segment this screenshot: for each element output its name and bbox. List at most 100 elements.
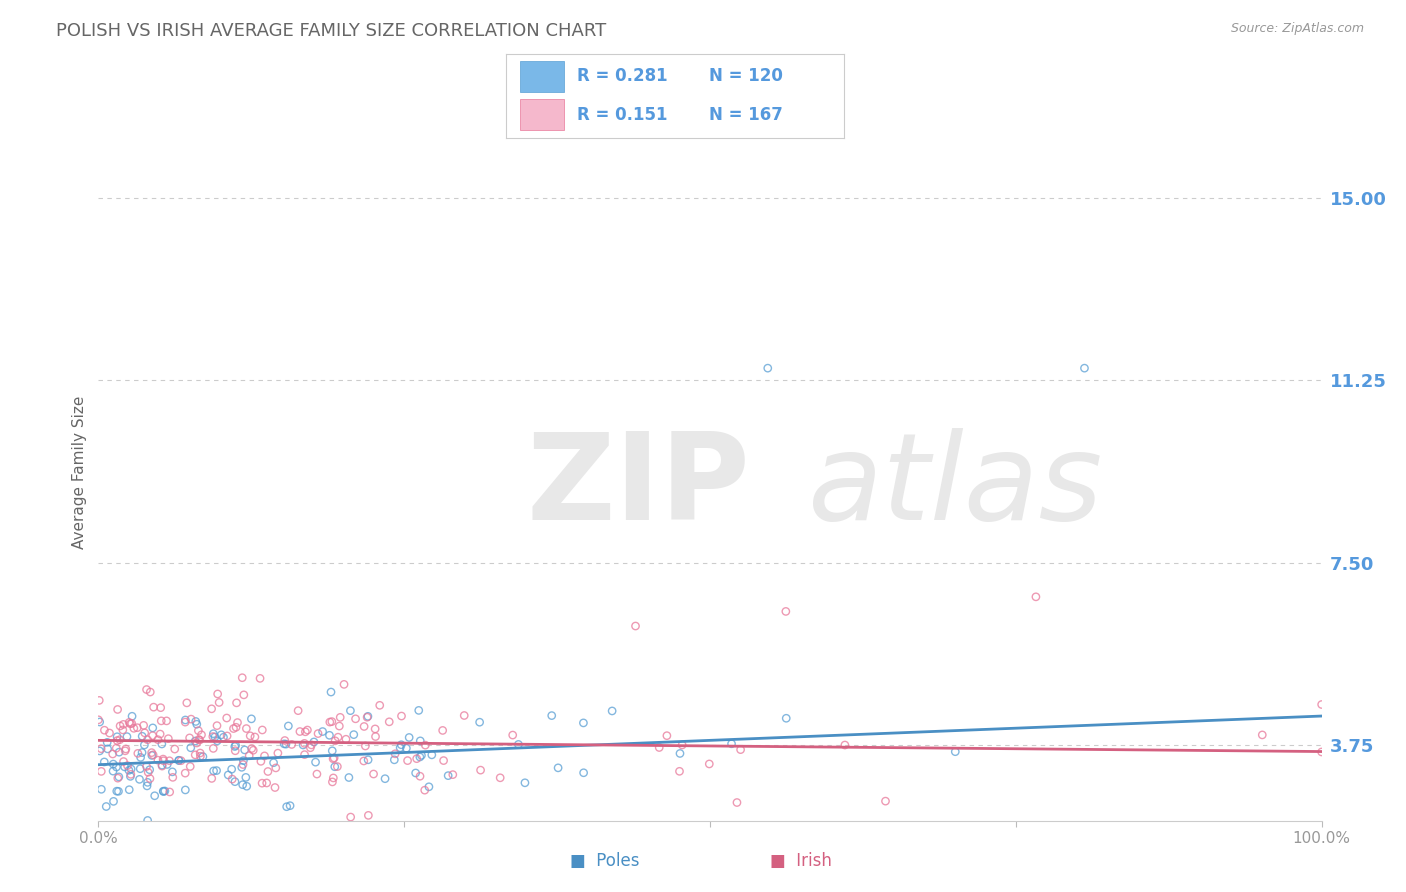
Point xyxy=(201,702,224,716)
Point xyxy=(311,724,333,739)
Point xyxy=(250,776,273,790)
Point xyxy=(205,719,228,733)
Point xyxy=(409,769,432,783)
Point xyxy=(378,714,401,729)
Point xyxy=(105,741,128,756)
Point xyxy=(136,732,159,747)
Point xyxy=(97,742,120,756)
Point xyxy=(364,722,387,736)
Point xyxy=(240,741,263,756)
Point xyxy=(669,747,692,761)
Point xyxy=(243,730,266,744)
Point xyxy=(184,714,207,729)
Point xyxy=(191,836,214,850)
Point xyxy=(93,723,115,738)
Point xyxy=(136,814,159,828)
Point xyxy=(384,747,406,761)
Point xyxy=(174,766,197,780)
Point xyxy=(364,730,387,744)
Point xyxy=(1025,590,1047,604)
Point xyxy=(112,755,135,769)
Point xyxy=(441,767,464,781)
Point xyxy=(391,709,413,723)
Point xyxy=(176,696,198,710)
Point xyxy=(326,730,349,744)
Point xyxy=(115,730,138,744)
Point xyxy=(167,753,190,767)
Point xyxy=(356,710,378,724)
Point xyxy=(134,738,156,752)
Point xyxy=(242,743,264,757)
Point xyxy=(120,716,142,731)
Point xyxy=(294,747,316,762)
Point xyxy=(117,758,139,772)
Point xyxy=(146,732,169,747)
Text: atlas: atlas xyxy=(808,428,1104,545)
Point xyxy=(138,763,160,777)
Point xyxy=(231,671,253,685)
Point xyxy=(277,719,299,733)
Point xyxy=(297,723,319,737)
Point xyxy=(697,756,720,771)
Point xyxy=(107,771,129,785)
Text: N = 167: N = 167 xyxy=(709,105,783,123)
Point xyxy=(190,728,212,742)
Point xyxy=(337,771,360,785)
Point xyxy=(225,720,247,734)
Point xyxy=(329,710,352,724)
Point xyxy=(118,715,141,730)
Point xyxy=(420,747,443,762)
Point xyxy=(96,735,118,749)
Point xyxy=(368,698,391,713)
Point xyxy=(299,738,322,752)
Point xyxy=(90,782,112,797)
Point xyxy=(153,784,176,798)
Point xyxy=(547,761,569,775)
Point xyxy=(432,723,454,738)
Point xyxy=(129,762,152,776)
Point xyxy=(190,749,212,764)
Point xyxy=(323,760,346,774)
Point xyxy=(294,736,316,750)
Point xyxy=(174,715,197,730)
Point xyxy=(648,740,671,755)
Point xyxy=(274,737,297,751)
Point xyxy=(180,740,202,755)
Point xyxy=(121,709,143,723)
Point xyxy=(226,715,249,730)
Point xyxy=(179,731,201,745)
Point xyxy=(127,747,149,761)
Point xyxy=(186,717,208,731)
Point xyxy=(162,764,184,779)
Point xyxy=(294,724,316,739)
Point xyxy=(299,740,322,755)
Point xyxy=(233,743,256,757)
Text: N = 120: N = 120 xyxy=(709,68,783,86)
Point xyxy=(105,733,128,747)
Point xyxy=(152,784,174,798)
Point xyxy=(453,708,475,723)
Point xyxy=(252,723,274,737)
Point xyxy=(624,619,647,633)
Point xyxy=(232,688,254,702)
Point xyxy=(93,755,115,769)
Point xyxy=(730,742,752,756)
Point xyxy=(120,769,142,783)
Point xyxy=(232,778,254,792)
Point xyxy=(250,755,273,769)
Point xyxy=(217,729,239,743)
Point xyxy=(333,677,356,691)
Point xyxy=(163,742,186,756)
Point xyxy=(187,723,209,738)
Point xyxy=(141,746,163,760)
Point xyxy=(208,696,231,710)
Point xyxy=(209,728,232,742)
Point xyxy=(437,769,460,783)
Point xyxy=(508,738,530,752)
Point xyxy=(305,767,328,781)
Point xyxy=(129,750,152,764)
Point xyxy=(263,756,285,770)
Point xyxy=(135,682,157,697)
Point xyxy=(221,762,243,776)
Point xyxy=(217,768,239,782)
